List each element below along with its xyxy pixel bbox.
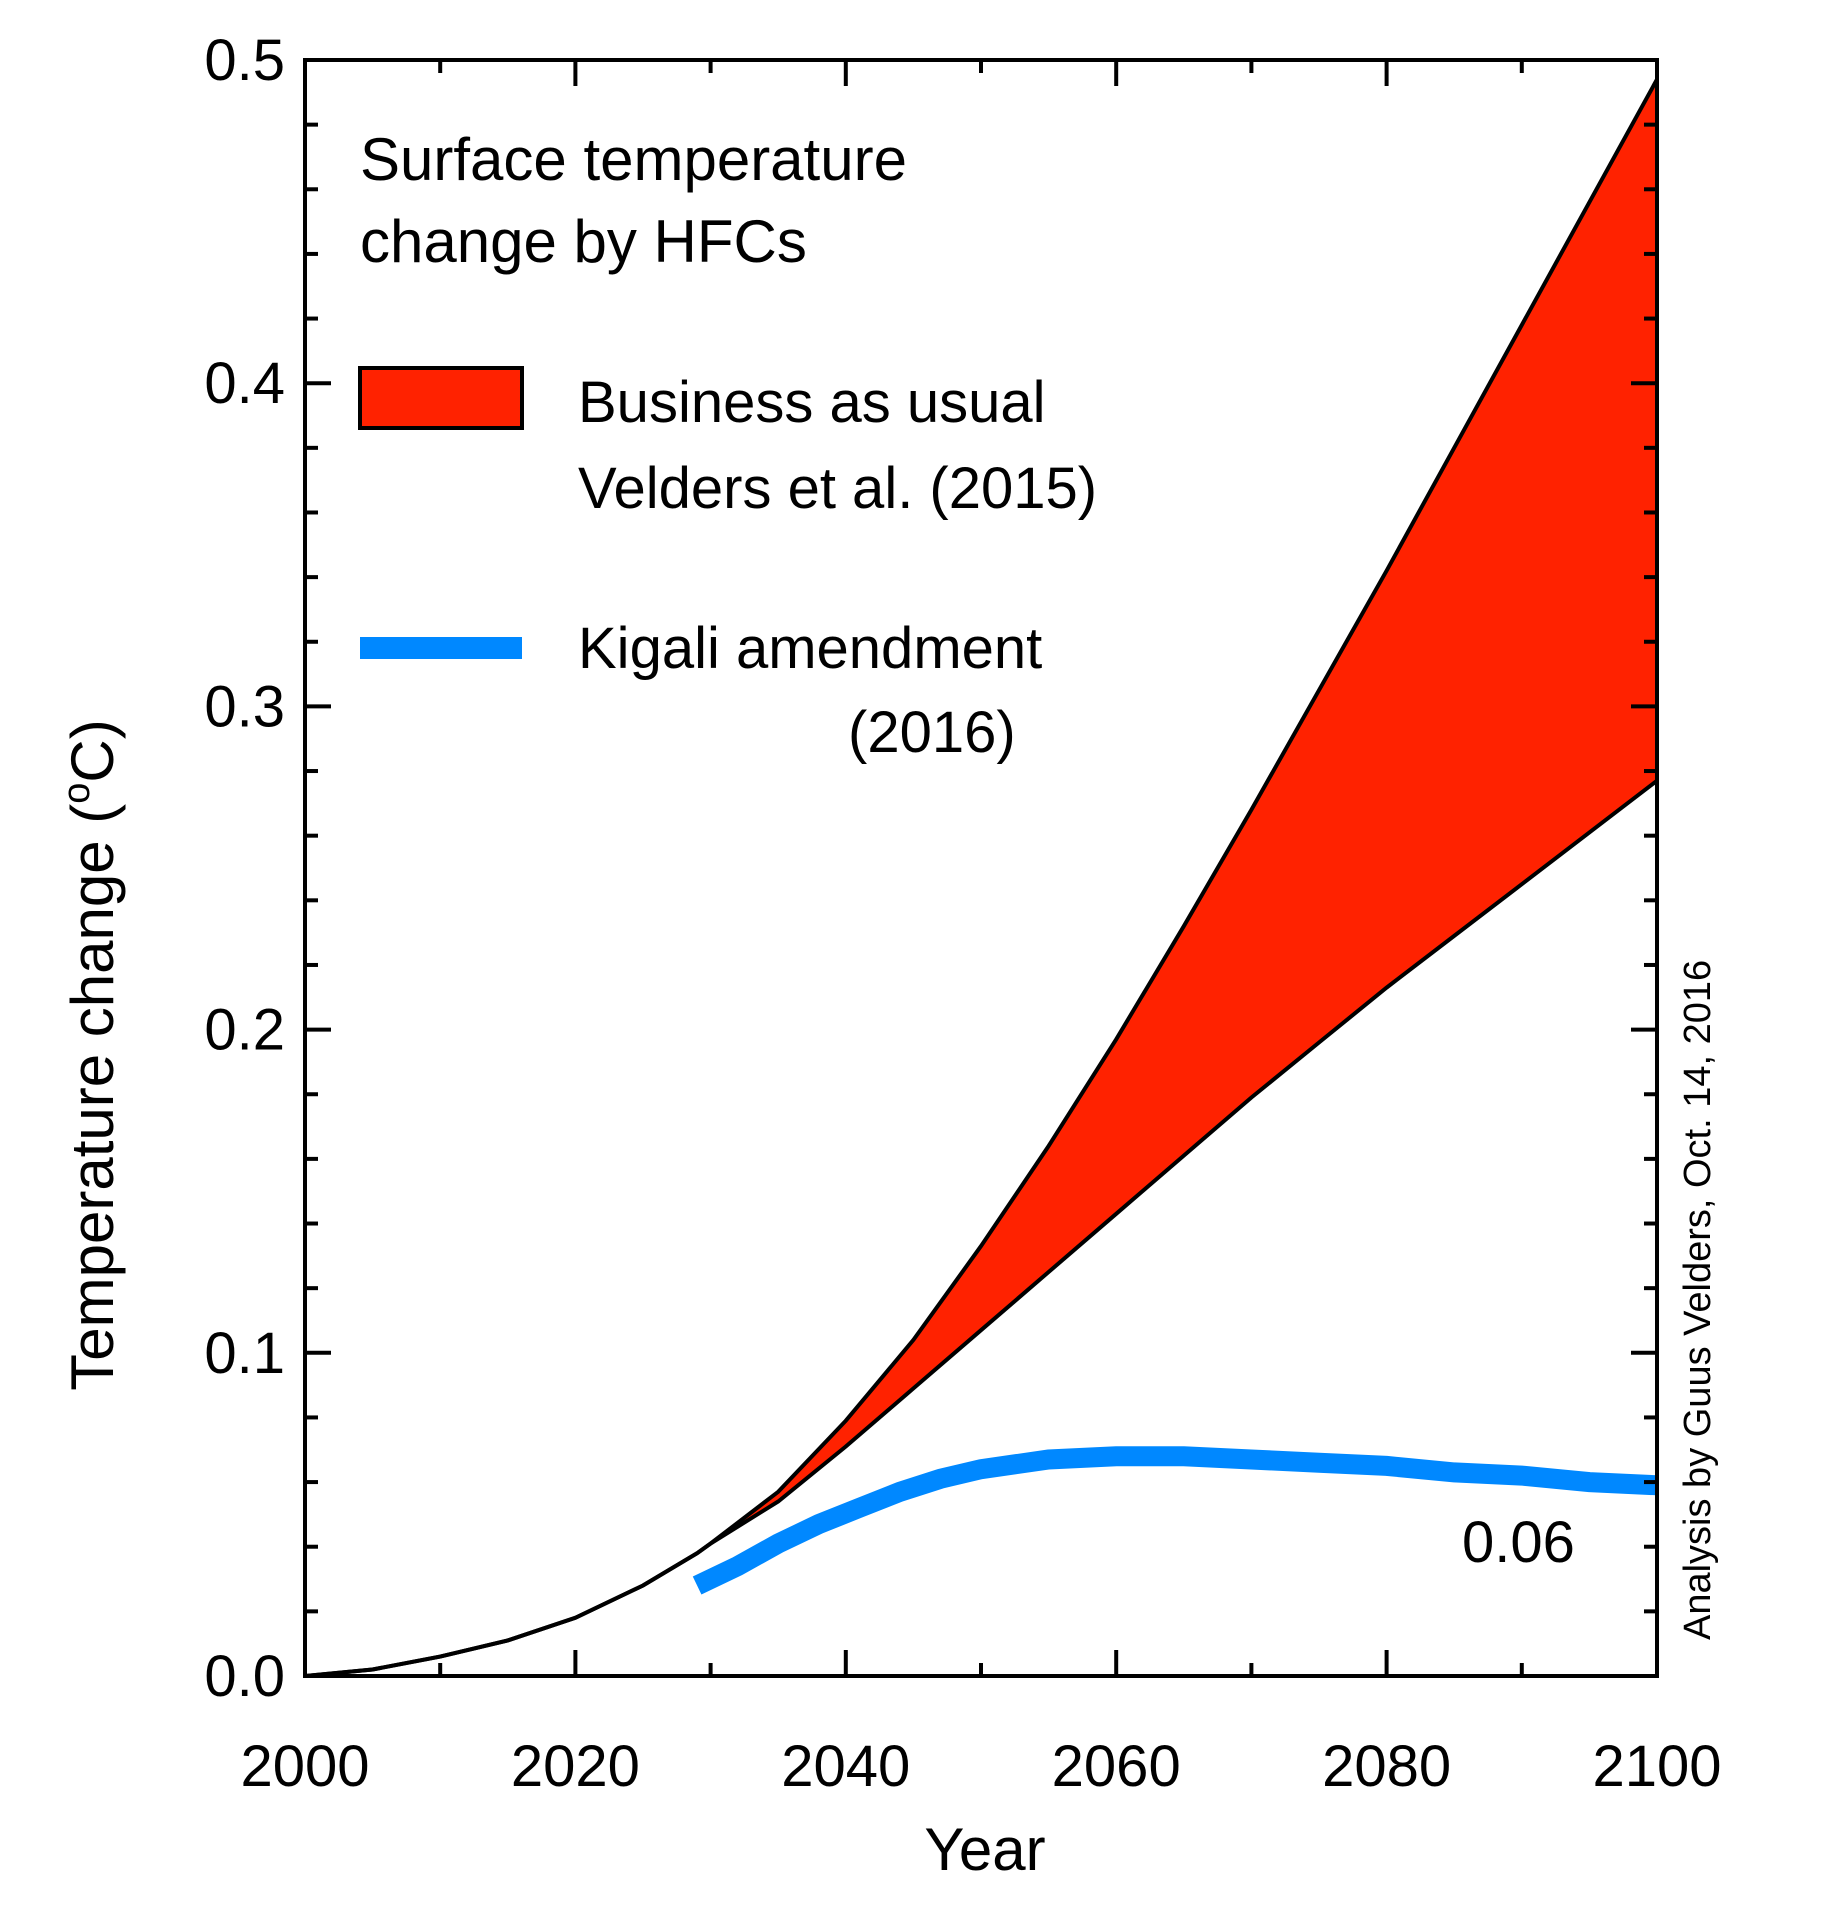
labels: Surface temperature change by HFCs Busin… bbox=[56, 126, 1719, 1883]
y-axis-title-unit: C) bbox=[59, 719, 126, 782]
legend-bau-line-2: Velders et al. (2015) bbox=[578, 456, 1097, 521]
end-value-annotation: 0.06 bbox=[1462, 1510, 1575, 1575]
y-tick-label: 0.2 bbox=[204, 998, 285, 1063]
bau-range-area bbox=[697, 79, 1657, 1554]
y-axis-title: Temperature change (oC) bbox=[56, 719, 126, 1390]
x-axis-title: Year bbox=[924, 1816, 1045, 1883]
x-tick-label: 2080 bbox=[1322, 1734, 1451, 1799]
legend-bau-line-1: Business as usual bbox=[578, 370, 1045, 435]
chart-title-line-1: Surface temperature bbox=[360, 126, 907, 193]
y-axis-title-main: Temperature change ( bbox=[59, 804, 126, 1391]
legend-kigali-line-1: Kigali amendment bbox=[578, 616, 1042, 681]
y-tick-label: 0.1 bbox=[204, 1321, 285, 1386]
plot-marks bbox=[305, 78, 1657, 1676]
x-tick-label: 2020 bbox=[511, 1734, 640, 1799]
y-tick-label: 0.3 bbox=[204, 674, 285, 739]
y-tick-label: 0.0 bbox=[204, 1644, 285, 1709]
y-tick-label: 0.5 bbox=[204, 28, 285, 93]
x-tick-label: 2000 bbox=[240, 1734, 369, 1799]
y-tick-label: 0.4 bbox=[204, 351, 285, 416]
x-tick-label: 2040 bbox=[781, 1734, 910, 1799]
legend-swatch-bau bbox=[358, 366, 524, 430]
axes: 2000 2020 2040 2060 2080 2100 0.0 0.1 0.2 0.3 0.4 0… bbox=[204, 28, 1721, 1799]
x-tick-label: 2100 bbox=[1592, 1734, 1721, 1799]
x-tick-label: 2060 bbox=[1052, 1734, 1181, 1799]
chart-title-line-2: change by HFCs bbox=[360, 208, 807, 275]
credit-text: Analysis by Guus Velders, Oct. 14, 2016 bbox=[1677, 960, 1719, 1640]
legend-kigali-line-2: (2016) bbox=[848, 700, 1016, 765]
y-axis-title-degree: o bbox=[56, 783, 98, 804]
kigali-amendment-line bbox=[692, 1446, 1657, 1595]
bau-lower-line bbox=[305, 779, 1657, 1676]
